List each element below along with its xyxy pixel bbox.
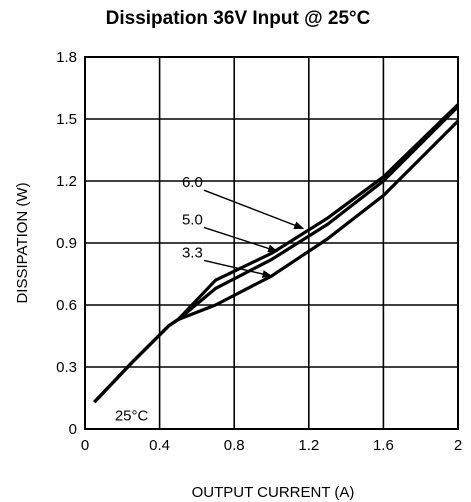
- y-axis-label: DISSIPATION (W): [14, 182, 31, 303]
- annotation-label: 25°C: [115, 408, 149, 425]
- x-tick-label: 1.2: [298, 437, 319, 454]
- annotation-label: 5.0: [182, 211, 203, 228]
- annotation-label: 3.3: [182, 244, 203, 261]
- x-axis-label: OUTPUT CURRENT (A): [192, 484, 355, 501]
- y-tick-label: 1.2: [56, 173, 77, 190]
- x-tick-label: 1.6: [373, 437, 394, 454]
- y-tick-label: 0.3: [56, 359, 77, 376]
- y-tick-label: 0.9: [56, 235, 77, 252]
- y-tick-label: 1.5: [56, 111, 77, 128]
- annotations-group: 6.0 5.0 3.3 25°C: [115, 174, 305, 425]
- y-tick-label: 0.6: [56, 297, 77, 314]
- x-tick-label: 2: [454, 437, 462, 454]
- annotation-label: 6.0: [182, 174, 203, 191]
- annotation-arrow: [203, 189, 305, 230]
- x-tick-label: 0.8: [224, 437, 245, 454]
- y-tick-label: 0: [69, 421, 77, 438]
- plot-frame: [84, 56, 459, 430]
- ticks-group: 0 0.4 0.8 1.2 1.6 2 0 0.3 0.6 0.9 1.2 1.5 1.8: [56, 49, 462, 454]
- annotation-arrow: [203, 226, 279, 253]
- chart-title: Dissipation 36V Input @ 25°C: [106, 8, 371, 29]
- annotation-arrow: [203, 259, 273, 278]
- x-tick-label: 0.4: [149, 437, 170, 454]
- grid: [84, 56, 459, 430]
- series-line-5-0: [93, 105, 460, 404]
- series-line-3-3: [93, 119, 460, 404]
- series-line-6-0: [93, 103, 460, 404]
- x-tick-label: 0: [81, 437, 89, 454]
- y-tick-label: 1.8: [56, 49, 77, 66]
- series-group: [93, 103, 460, 404]
